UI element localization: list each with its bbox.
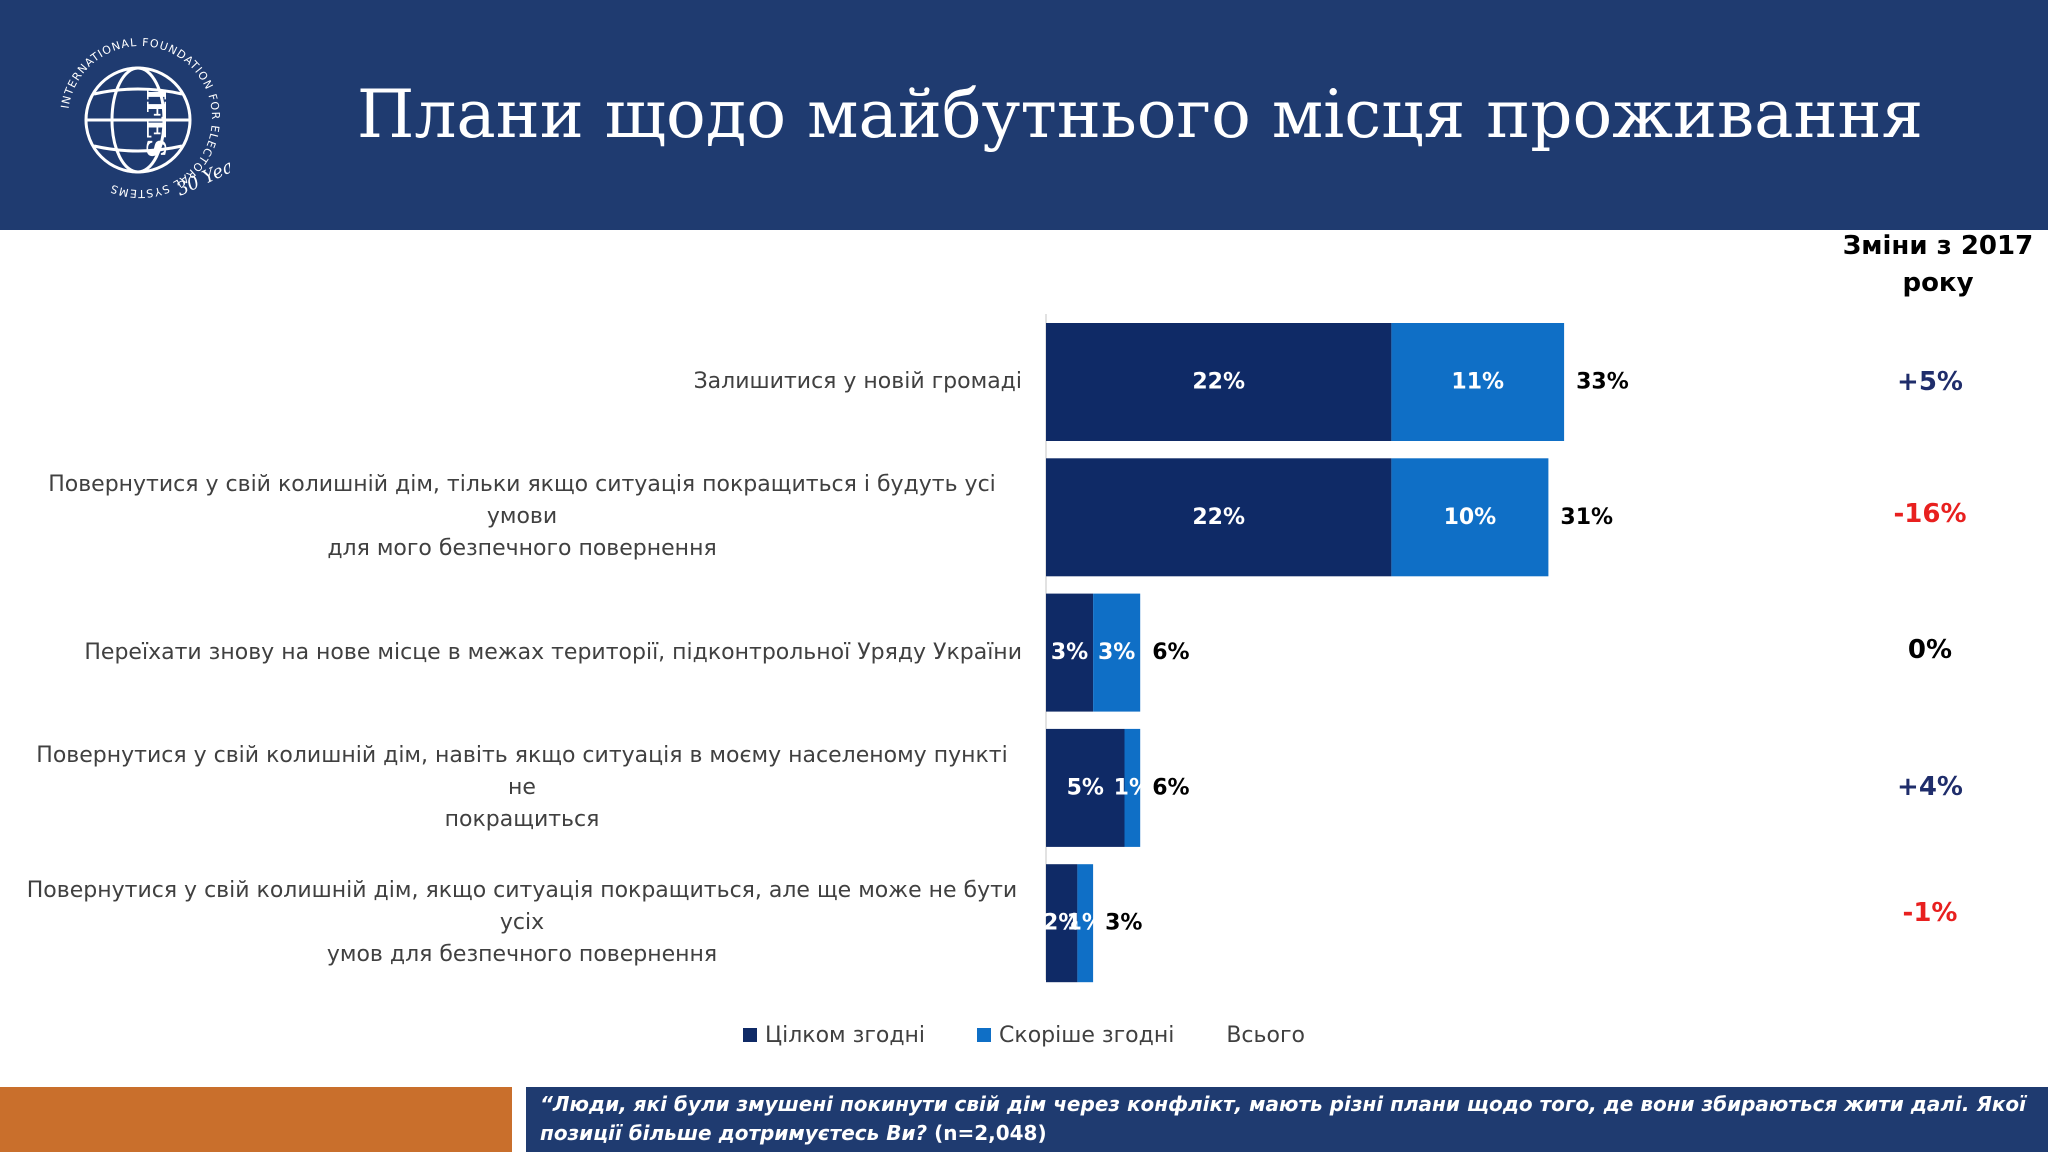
data-label-strongly-agree-2: 22% [1192,505,1245,530]
bar-strongly-agree-4 [1046,728,1125,847]
data-label-strongly-agree-5: 2% [1043,911,1080,936]
category-label-text-3: Переїхати знову на нове місце в межах те… [84,637,1022,669]
data-label-strongly-agree-1: 22% [1192,370,1245,395]
bar-strongly-agree-2 [1046,458,1392,577]
data-label-somewhat-agree-2: 10% [1444,505,1497,530]
legend-label-strongly-agree: Цілком згодні [765,1022,926,1048]
data-label-somewhat-agree-5: 1% [1067,911,1104,936]
category-label-line-1-1: Залишитися у новій громаді [693,369,1022,394]
data-label-somewhat-agree-4: 1% [1114,775,1151,800]
legend-label-total: Всього [1226,1022,1305,1048]
category-label-line-5-1: Повернутися у свій колишній дім, якщо си… [26,878,1018,936]
footer-question: “Люди, які були змушені покинути свій ді… [540,1087,2040,1152]
bar-strongly-agree-1 [1046,323,1392,441]
category-label-text-2: Повернутися у свій колишній дім, тільки … [22,469,1022,565]
data-label-strongly-agree-3: 3% [1051,640,1088,665]
category-label-line-3-1: Переїхати знову на нове місце в межах те… [84,639,1022,665]
bar-somewhat-agree-3 [1093,593,1141,712]
total-label-4: 6% [1152,775,1189,800]
total-label-1: 33% [1576,370,1629,395]
footer-question-text: “Люди, які були змушені покинути свій ді… [540,1092,2027,1145]
legend-swatch-somewhat-agree [977,1028,992,1042]
category-label-text-1: Залишитися у новій громаді [694,366,1022,398]
footer-sample-size: (n=2,048) [934,1121,1047,1145]
category-label-2: Повернутися у свій колишній дім, тільки … [22,467,1022,567]
bar-somewhat-agree-2 [1391,458,1549,577]
bar-somewhat-agree-5 [1077,864,1094,983]
page-title: Плани щодо майбутнього місця проживання [356,76,1924,153]
category-label-3: Переїхати знову на нове місце в межах те… [22,603,1022,703]
category-label-1: Залишитися у новій громаді [22,332,1022,432]
change-value-5: -1% [1902,898,1958,929]
bar-strongly-agree-5 [1046,864,1078,983]
category-label-line-2-2: для мого безпечного повернення [327,536,717,562]
legend-item-strongly-agree: Цілком згодні [743,1023,925,1048]
change-value-3: 0% [1907,634,1953,665]
data-label-somewhat-agree-3: 3% [1098,640,1135,665]
bar-somewhat-agree-4 [1124,728,1141,847]
bar-strongly-agree-3 [1046,593,1094,712]
change-value-4: +4% [1897,771,1963,802]
legend-label-somewhat-agree: Скоріше згодні [999,1022,1175,1048]
category-label-5: Повернутися у свій колишній дім, якщо си… [22,873,1022,973]
changes-header-line-1: Зміни з 2017 [1842,231,2034,261]
changes-column-header: Зміни з 2017 року [1826,228,2048,302]
ifes-logo: INTERNATIONAL FOUNDATION FOR ELECTORAL S… [59,36,230,201]
total-label-2: 31% [1560,505,1613,530]
total-label-3: 6% [1152,640,1189,665]
legend-item-total: Всього [1226,1023,1305,1048]
category-label-line-5-2: умов для безпечного повернення [326,942,718,968]
category-label-4: Повернутися у свій колишній дім, навіть … [22,738,1022,838]
chart-legend: Цілком згодні Скоріше згодні Всього [0,1018,2048,1052]
category-label-line-4-2: покращиться [444,806,600,832]
legend-item-somewhat-agree: Скоріше згодні [977,1023,1174,1048]
category-label-line-2-1: Повернутися у свій колишній дім, тільки … [48,472,996,530]
header-bar: INTERNATIONAL FOUNDATION FOR ELECTORAL S… [0,0,2048,230]
legend-swatch-strongly-agree [743,1028,758,1042]
category-label-line-4-1: Повернутися у свій колишній дім, навіть … [36,742,1008,800]
total-label-5: 3% [1105,911,1142,936]
data-label-strongly-agree-4: 5% [1067,775,1104,800]
category-label-text-5: Повернутися у свій колишній дім, якщо си… [22,875,1022,971]
logo-letters: IFES [140,88,170,157]
data-label-somewhat-agree-1: 11% [1451,370,1504,395]
change-value-2: -16% [1893,499,1967,530]
footer-accent-bar [0,1087,512,1152]
bar-somewhat-agree-1 [1391,323,1565,441]
footer-bar [526,1087,2048,1152]
changes-header-line-2: року [1902,268,1974,298]
change-value-1: +5% [1897,367,1963,397]
category-label-text-4: Повернутися у свій колишній дім, навіть … [22,740,1022,836]
